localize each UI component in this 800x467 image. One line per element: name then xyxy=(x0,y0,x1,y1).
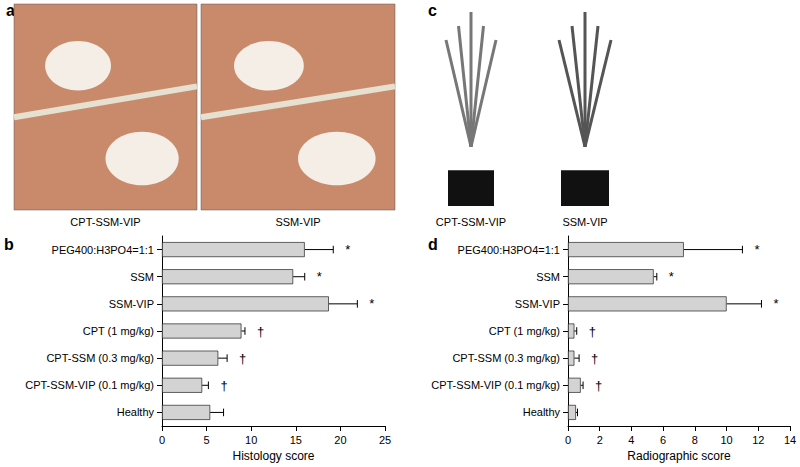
svg-text:10: 10 xyxy=(720,434,732,446)
svg-text:*: * xyxy=(669,269,674,284)
svg-text:20: 20 xyxy=(334,434,346,446)
svg-text:2: 2 xyxy=(597,434,603,446)
svg-text:*: * xyxy=(773,296,778,311)
svg-text:12: 12 xyxy=(752,434,764,446)
svg-text:10: 10 xyxy=(245,434,257,446)
svg-text:CPT-SSM-VIP (0.1 mg/kg): CPT-SSM-VIP (0.1 mg/kg) xyxy=(25,379,154,391)
svg-text:c: c xyxy=(428,2,437,19)
svg-text:SSM-VIP: SSM-VIP xyxy=(562,216,607,228)
svg-text:0: 0 xyxy=(159,434,165,446)
svg-text:CPT-SSM-VIP: CPT-SSM-VIP xyxy=(436,216,506,228)
svg-text:d: d xyxy=(428,236,438,253)
svg-text:*: * xyxy=(369,296,374,311)
svg-text:PEG400:H3PO4=1:1: PEG400:H3PO4=1:1 xyxy=(52,244,154,256)
svg-text:CPT (1 mg/kg): CPT (1 mg/kg) xyxy=(83,325,154,337)
svg-text:CPT (1 mg/kg): CPT (1 mg/kg) xyxy=(489,325,560,337)
svg-text:Histology score: Histology score xyxy=(232,449,314,463)
svg-text:CPT-SSM (0.3 mg/kg): CPT-SSM (0.3 mg/kg) xyxy=(46,352,154,364)
svg-text:a: a xyxy=(6,2,15,19)
svg-text:*: * xyxy=(345,242,350,257)
svg-text:14: 14 xyxy=(784,434,796,446)
svg-text:SSM: SSM xyxy=(536,271,560,283)
svg-text:CPT-SSM-VIP (0.1 mg/kg): CPT-SSM-VIP (0.1 mg/kg) xyxy=(431,379,560,391)
svg-text:†: † xyxy=(591,351,598,366)
svg-text:SSM: SSM xyxy=(130,271,154,283)
svg-text:Healthy: Healthy xyxy=(523,406,561,418)
svg-text:25: 25 xyxy=(379,434,391,446)
svg-text:PEG400:H3PO4=1:1: PEG400:H3PO4=1:1 xyxy=(458,244,560,256)
svg-text:4: 4 xyxy=(628,434,634,446)
svg-text:†: † xyxy=(239,351,246,366)
svg-text:†: † xyxy=(257,324,264,339)
svg-text:†: † xyxy=(595,378,602,393)
svg-text:Radiographic score: Radiographic score xyxy=(627,449,731,463)
svg-text:SSM-VIP: SSM-VIP xyxy=(109,298,154,310)
svg-text:0: 0 xyxy=(565,434,571,446)
svg-text:Healthy: Healthy xyxy=(117,406,155,418)
svg-text:SSM-VIP: SSM-VIP xyxy=(275,216,320,228)
svg-text:*: * xyxy=(317,269,322,284)
svg-text:SSM-VIP: SSM-VIP xyxy=(515,298,560,310)
svg-text:b: b xyxy=(4,236,14,253)
svg-text:5: 5 xyxy=(204,434,210,446)
svg-text:8: 8 xyxy=(692,434,698,446)
svg-text:15: 15 xyxy=(290,434,302,446)
svg-text:CPT-SSM-VIP: CPT-SSM-VIP xyxy=(70,216,140,228)
svg-text:†: † xyxy=(589,324,596,339)
svg-text:CPT-SSM (0.3 mg/kg): CPT-SSM (0.3 mg/kg) xyxy=(452,352,560,364)
svg-text:*: * xyxy=(754,242,759,257)
svg-text:†: † xyxy=(220,378,227,393)
svg-text:6: 6 xyxy=(660,434,666,446)
